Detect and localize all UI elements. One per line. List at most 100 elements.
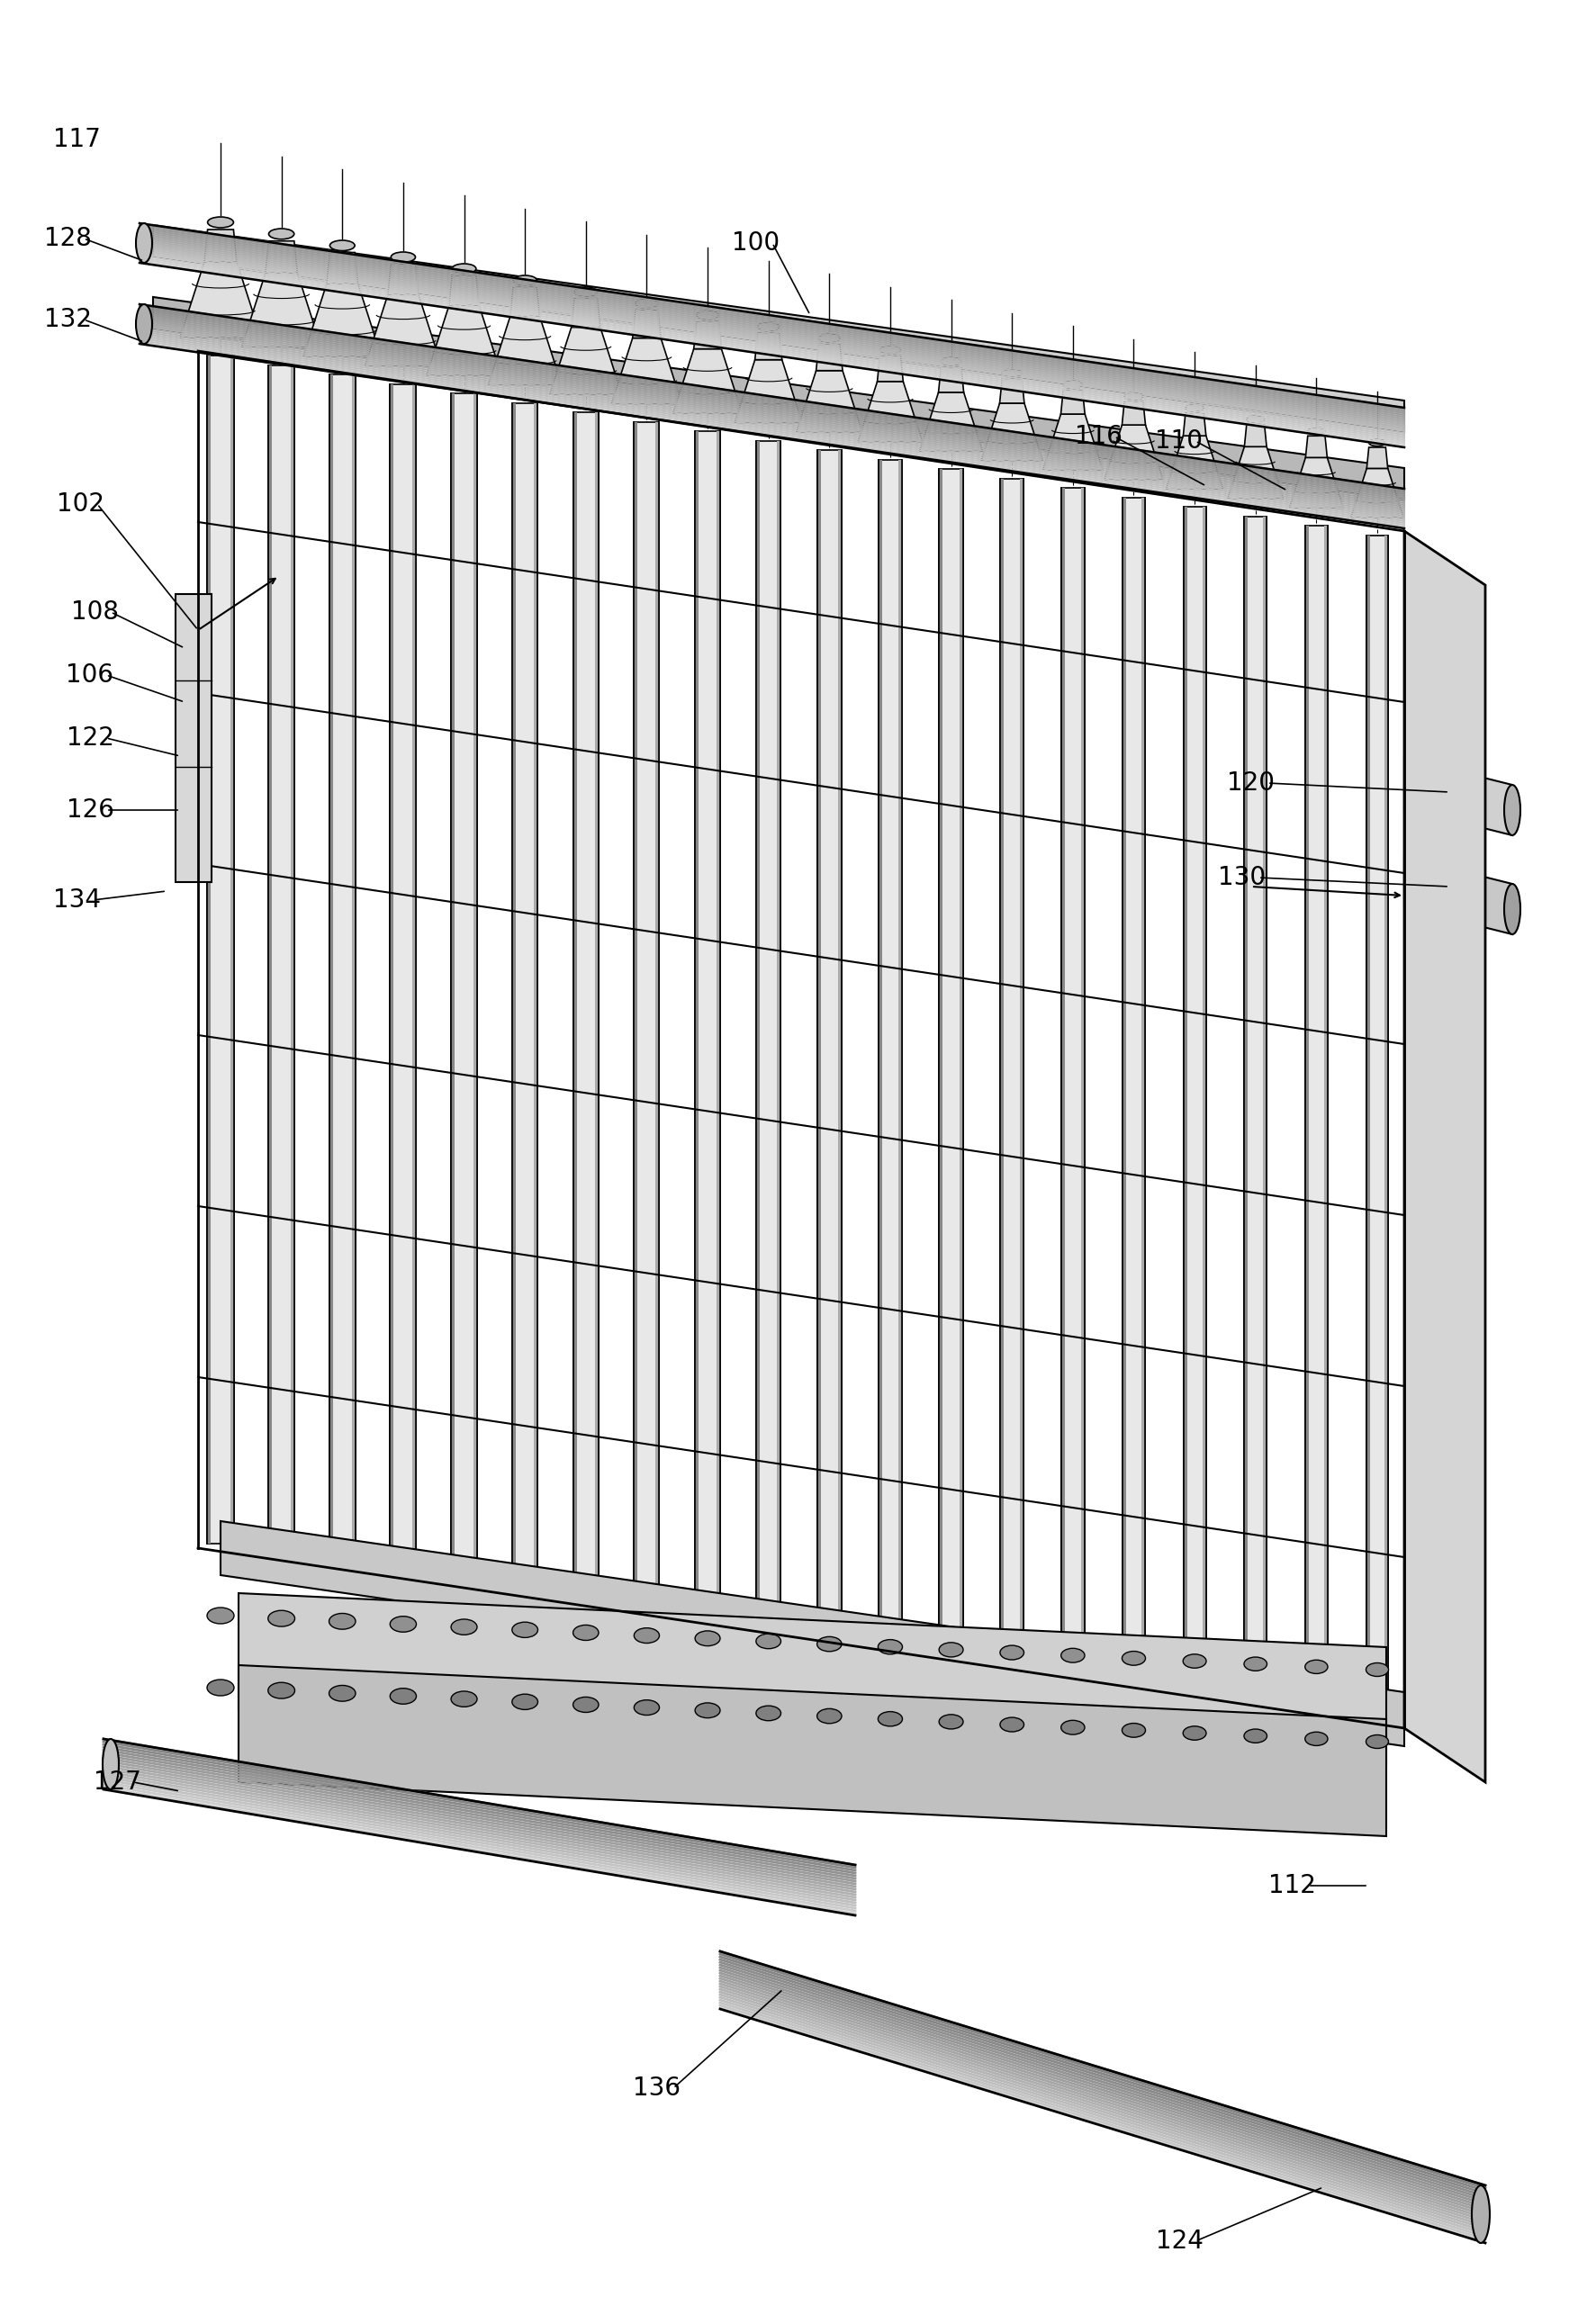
- Polygon shape: [268, 366, 271, 1553]
- Ellipse shape: [879, 345, 900, 354]
- Ellipse shape: [938, 1715, 962, 1729]
- Polygon shape: [365, 294, 442, 366]
- Polygon shape: [1385, 535, 1389, 1720]
- Ellipse shape: [938, 1644, 962, 1658]
- Polygon shape: [207, 357, 211, 1544]
- Ellipse shape: [1122, 1722, 1146, 1736]
- Text: 108: 108: [70, 600, 118, 625]
- Ellipse shape: [136, 222, 152, 264]
- Ellipse shape: [452, 1692, 477, 1706]
- Ellipse shape: [757, 1706, 780, 1720]
- Polygon shape: [1290, 458, 1344, 507]
- Polygon shape: [694, 322, 721, 350]
- Ellipse shape: [758, 322, 779, 331]
- Text: 112: 112: [1267, 1873, 1315, 1898]
- Ellipse shape: [1061, 1648, 1085, 1662]
- Polygon shape: [959, 470, 962, 1655]
- Ellipse shape: [942, 357, 961, 366]
- Polygon shape: [1122, 498, 1125, 1683]
- Ellipse shape: [1001, 1718, 1025, 1732]
- Ellipse shape: [207, 1607, 235, 1623]
- Text: 116: 116: [1074, 424, 1122, 449]
- Polygon shape: [1227, 447, 1283, 498]
- Text: 136: 136: [634, 2077, 681, 2100]
- Polygon shape: [207, 357, 235, 1544]
- Ellipse shape: [391, 252, 415, 262]
- Polygon shape: [757, 440, 760, 1627]
- Ellipse shape: [696, 310, 718, 319]
- Polygon shape: [327, 252, 358, 285]
- Polygon shape: [1202, 507, 1207, 1692]
- Polygon shape: [448, 275, 479, 306]
- Polygon shape: [899, 461, 902, 1646]
- Polygon shape: [1020, 479, 1023, 1664]
- Ellipse shape: [1243, 1658, 1267, 1671]
- Polygon shape: [488, 317, 562, 384]
- Polygon shape: [1042, 414, 1103, 470]
- Ellipse shape: [1306, 1660, 1328, 1674]
- Polygon shape: [1306, 435, 1328, 458]
- Polygon shape: [176, 595, 212, 882]
- Polygon shape: [878, 357, 903, 382]
- Ellipse shape: [694, 1630, 720, 1646]
- Ellipse shape: [635, 299, 658, 308]
- Ellipse shape: [136, 303, 152, 345]
- Ellipse shape: [1243, 1729, 1267, 1743]
- Polygon shape: [1366, 535, 1369, 1720]
- Text: 117: 117: [53, 127, 101, 153]
- Text: 102: 102: [57, 491, 105, 516]
- Polygon shape: [1061, 488, 1065, 1674]
- Ellipse shape: [1061, 1720, 1085, 1734]
- Text: 106: 106: [65, 662, 113, 688]
- Polygon shape: [1245, 516, 1267, 1702]
- Ellipse shape: [1002, 368, 1021, 377]
- Ellipse shape: [512, 1695, 538, 1708]
- Polygon shape: [1404, 857, 1513, 935]
- Polygon shape: [1404, 757, 1513, 836]
- Polygon shape: [999, 380, 1025, 403]
- Polygon shape: [757, 440, 780, 1627]
- Polygon shape: [573, 412, 576, 1600]
- Text: 100: 100: [733, 232, 780, 255]
- Polygon shape: [303, 285, 381, 357]
- Ellipse shape: [1306, 1732, 1328, 1746]
- Ellipse shape: [207, 1681, 235, 1697]
- Polygon shape: [180, 262, 262, 338]
- Polygon shape: [1167, 435, 1223, 488]
- Polygon shape: [656, 421, 659, 1609]
- Ellipse shape: [1063, 380, 1082, 389]
- Ellipse shape: [514, 275, 536, 285]
- Text: 126: 126: [65, 796, 113, 822]
- Polygon shape: [452, 394, 477, 1581]
- Text: 124: 124: [1156, 2229, 1203, 2255]
- Polygon shape: [1122, 400, 1146, 426]
- Ellipse shape: [452, 264, 476, 273]
- Polygon shape: [426, 306, 501, 375]
- Polygon shape: [571, 299, 600, 326]
- Polygon shape: [1366, 535, 1389, 1720]
- Polygon shape: [1306, 526, 1328, 1711]
- Polygon shape: [634, 421, 659, 1609]
- Ellipse shape: [1307, 428, 1325, 435]
- Polygon shape: [696, 431, 720, 1618]
- Polygon shape: [938, 368, 964, 391]
- Ellipse shape: [878, 1639, 902, 1655]
- Ellipse shape: [1183, 1727, 1207, 1741]
- Polygon shape: [413, 384, 417, 1572]
- Polygon shape: [389, 384, 417, 1572]
- Polygon shape: [859, 382, 922, 442]
- Polygon shape: [755, 333, 782, 359]
- Polygon shape: [329, 375, 356, 1563]
- Polygon shape: [634, 421, 638, 1609]
- Polygon shape: [1080, 488, 1084, 1674]
- Ellipse shape: [389, 1688, 417, 1704]
- Text: 134: 134: [53, 887, 101, 912]
- Polygon shape: [938, 470, 962, 1655]
- Polygon shape: [1001, 479, 1023, 1664]
- Polygon shape: [535, 403, 538, 1590]
- Polygon shape: [204, 229, 236, 262]
- Ellipse shape: [329, 1614, 356, 1630]
- Polygon shape: [549, 326, 622, 394]
- Polygon shape: [734, 359, 803, 424]
- Polygon shape: [512, 403, 516, 1590]
